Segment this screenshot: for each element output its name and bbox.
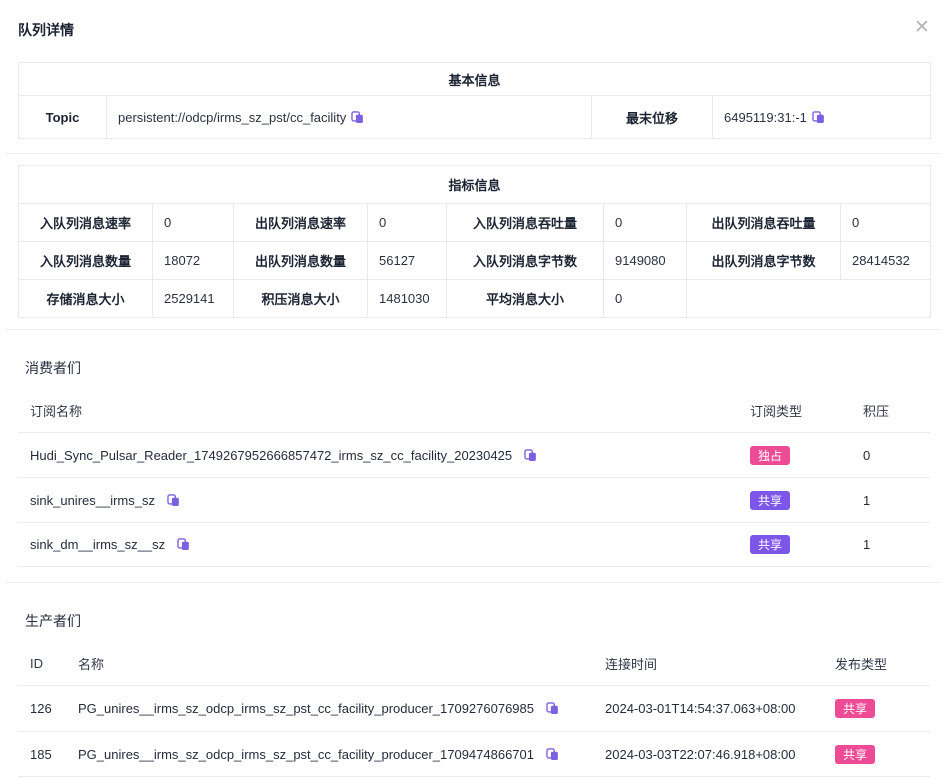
metric-label: 出队列消息速率 (233, 203, 368, 242)
section-divider (6, 582, 941, 583)
connect-time: 2024-03-01T14:54:37.063+08:00 (605, 701, 796, 716)
column-connect-time: 连接时间 (605, 656, 658, 672)
subscription-type-badge: 独占 (750, 445, 791, 465)
section-divider (6, 153, 941, 154)
column-producer-name: 名称 (78, 656, 105, 672)
consumer-row: sink_unires__irms_sz 共享 1 (18, 477, 930, 522)
subscription-name: sink_unires__irms_sz (30, 492, 155, 508)
publish-type-badge: 共享 (835, 744, 876, 764)
column-subscription-type: 订阅类型 (750, 403, 803, 419)
basic-info-table: 基本信息 Topic persistent://odcp/irms_sz_pst… (17, 62, 932, 139)
column-subscription-name: 订阅名称 (30, 403, 83, 419)
copy-icon[interactable] (524, 448, 537, 462)
metric-label: 出队列消息字节数 (686, 241, 841, 280)
consumer-row: Hudi_Sync_Pulsar_Reader_1749267952666857… (18, 432, 930, 477)
close-icon[interactable]: ✕ (911, 16, 933, 38)
metric-value: 18072 (152, 241, 234, 280)
column-backlog: 积压 (863, 403, 890, 419)
metric-value: 1481030 (367, 279, 447, 318)
consumers-table-header: 订阅名称 订阅类型 积压 (18, 388, 930, 432)
topic-label: Topic (18, 95, 107, 139)
metric-value: 0 (603, 279, 687, 318)
subscription-name: Hudi_Sync_Pulsar_Reader_1749267952666857… (30, 447, 513, 463)
copy-icon[interactable] (351, 110, 364, 124)
metrics-row: 入队列消息数量 18072 出队列消息数量 56127 入队列消息字节数 914… (18, 241, 932, 280)
metrics-table: 指标信息 入队列消息速率 0 出队列消息速率 0 入队列消息吞吐量 0 出队列消… (17, 165, 932, 318)
metric-label: 入队列消息吞吐量 (446, 203, 604, 242)
column-publish-type: 发布类型 (835, 656, 888, 672)
producers-table: ID 名称 连接时间 发布类型 126 PG_unires__irms_sz_o… (18, 641, 930, 777)
metrics-row: 存储消息大小 2529141 积压消息大小 1481030 平均消息大小 0 (18, 279, 932, 318)
metric-label: 出队列消息吞吐量 (686, 203, 841, 242)
producer-name: PG_unires__irms_sz_odcp_irms_sz_pst_cc_f… (78, 701, 534, 716)
metrics-row: 入队列消息速率 0 出队列消息速率 0 入队列消息吞吐量 0 出队列消息吞吐量 … (18, 203, 932, 242)
metric-label: 积压消息大小 (233, 279, 368, 318)
basic-info-header: 基本信息 (17, 62, 932, 96)
metric-label: 存储消息大小 (18, 279, 153, 318)
producer-row: 185 PG_unires__irms_sz_odcp_irms_sz_pst_… (18, 731, 930, 777)
copy-icon[interactable] (812, 110, 825, 124)
backlog-value: 1 (863, 537, 871, 552)
consumer-row: sink_dm__irms_sz__sz 共享 1 (18, 522, 930, 567)
subscription-name: sink_dm__irms_sz__sz (30, 537, 166, 552)
metric-value: 0 (603, 203, 687, 242)
metric-value: 9149080 (603, 241, 687, 280)
metric-value: 2529141 (152, 279, 234, 318)
copy-icon[interactable] (546, 702, 559, 715)
consumers-heading: 消费者们 (25, 360, 81, 376)
dialog-title: 队列详情 (18, 22, 74, 38)
consumers-table: 订阅名称 订阅类型 积压 Hudi_Sync_Pulsar_Reader_174… (18, 388, 930, 567)
producers-heading: 生产者们 (25, 613, 81, 629)
metric-value: 0 (367, 203, 447, 242)
backlog-value: 1 (863, 492, 871, 508)
copy-icon[interactable] (167, 493, 180, 507)
backlog-value: 0 (863, 447, 871, 463)
subscription-type-badge: 共享 (750, 490, 791, 510)
topic-value: persistent://odcp/irms_sz_pst/cc_facilit… (118, 109, 347, 125)
metric-value: 0 (152, 203, 234, 242)
last-offset-value: 6495119:31:-1 (724, 109, 807, 125)
copy-icon[interactable] (177, 538, 190, 551)
metric-value: 56127 (367, 241, 447, 280)
empty-cell (685, 279, 932, 318)
copy-icon[interactable] (546, 747, 559, 761)
metric-label: 出队列消息数量 (233, 241, 368, 280)
producers-table-header: ID 名称 连接时间 发布类型 (18, 641, 930, 685)
producer-id: 126 (30, 701, 52, 716)
metric-label: 入队列消息数量 (18, 241, 153, 280)
producer-name: PG_unires__irms_sz_odcp_irms_sz_pst_cc_f… (78, 746, 534, 762)
metric-label: 平均消息大小 (446, 279, 604, 318)
metric-label: 入队列消息字节数 (446, 241, 604, 280)
metric-value: 0 (839, 203, 932, 242)
subscription-type-badge: 共享 (750, 535, 791, 554)
connect-time: 2024-03-03T22:07:46.918+08:00 (605, 746, 796, 762)
metrics-header: 指标信息 (17, 165, 932, 204)
column-id: ID (30, 655, 43, 671)
last-offset-label: 最末位移 (591, 95, 713, 139)
producer-row: 126 PG_unires__irms_sz_odcp_irms_sz_pst_… (18, 685, 930, 731)
publish-type-badge: 共享 (835, 699, 876, 718)
section-divider (6, 329, 941, 330)
metric-value: 28414532 (839, 241, 932, 280)
metric-label: 入队列消息速率 (18, 203, 153, 242)
producer-id: 185 (30, 746, 52, 762)
